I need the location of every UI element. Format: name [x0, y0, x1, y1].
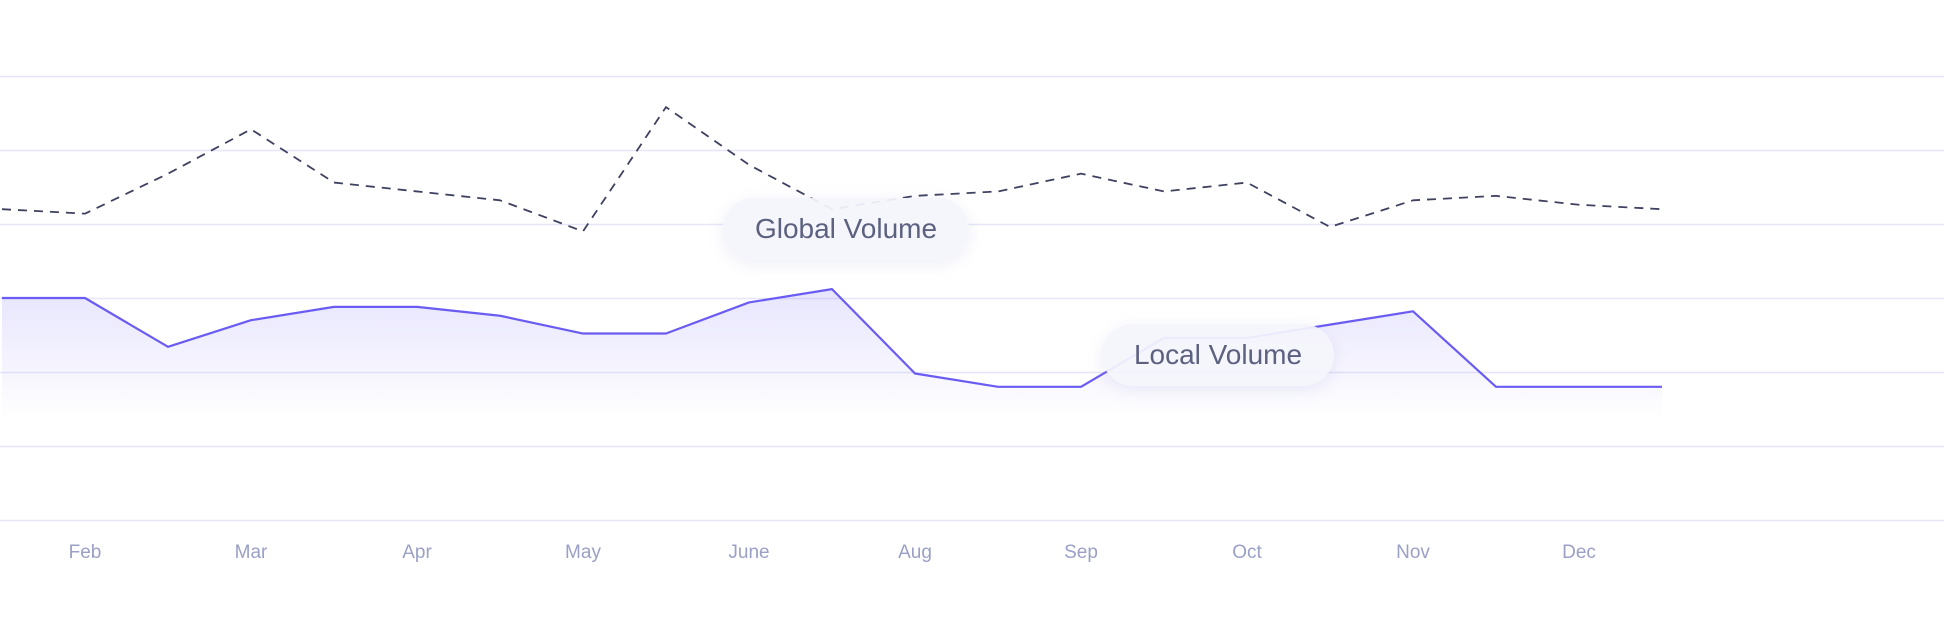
global-volume-callout: Global Volume: [722, 198, 970, 261]
grid-lines: [0, 75, 1944, 522]
x-tick-label: June: [728, 542, 769, 563]
x-tick-label: May: [565, 542, 601, 563]
area-fill-layer: [2, 289, 1662, 420]
x-tick-label: Dec: [1562, 542, 1596, 563]
x-tick-label: Sep: [1064, 542, 1098, 563]
local-volume-line: [2, 288, 1662, 388]
x-tick-label: Apr: [402, 542, 432, 563]
x-tick-label: Mar: [235, 542, 268, 563]
local-volume-callout: Local Volume: [1101, 323, 1335, 386]
x-tick-label: Nov: [1396, 542, 1430, 563]
x-tick-label: Feb: [69, 542, 102, 563]
x-tick-label: Aug: [898, 542, 932, 563]
x-tick-label: Oct: [1232, 542, 1262, 563]
local-volume-area: [2, 289, 1662, 420]
x-axis-ticks: Feb Mar Apr May June Aug Sep Oct Nov Dec: [69, 542, 1596, 563]
